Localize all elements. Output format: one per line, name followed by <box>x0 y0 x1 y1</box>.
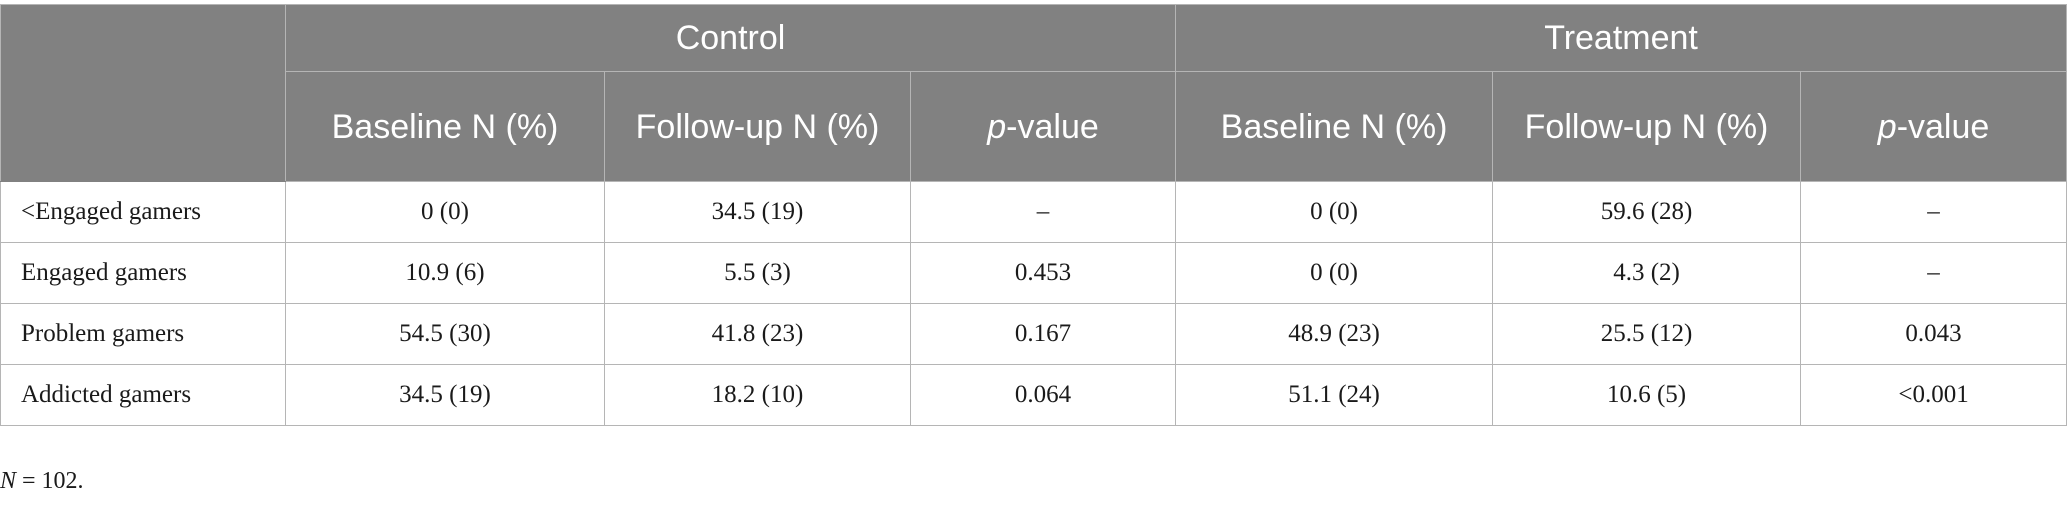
table-cell: 0.043 <box>1800 303 2068 365</box>
table-header: Control Treatment Baseline N (%) Follow-… <box>0 4 2068 182</box>
table-cell: 0 (0) <box>285 181 605 243</box>
table-row: <Engaged gamers 0 (0) 34.5 (19) – 0 (0) … <box>0 181 2068 243</box>
table-cell: 41.8 (23) <box>604 303 911 365</box>
row-label: Problem gamers <box>0 303 286 365</box>
header-corner-cell <box>0 4 286 182</box>
table-cell: 34.5 (19) <box>604 181 911 243</box>
table-cell: 0 (0) <box>1175 242 1494 304</box>
table-cell: 59.6 (28) <box>1492 181 1802 243</box>
table-row: Addicted gamers 34.5 (19) 18.2 (10) 0.06… <box>0 364 2068 426</box>
group-header-treatment: Treatment <box>1175 4 2068 72</box>
table-cell: 10.9 (6) <box>285 242 605 304</box>
row-label: Addicted gamers <box>0 364 286 426</box>
table-row: Problem gamers 54.5 (30) 41.8 (23) 0.167… <box>0 303 2068 365</box>
table-cell: 0.453 <box>909 242 1177 304</box>
table-cell: 0.064 <box>909 364 1177 426</box>
pvalue-suffix: -value <box>1896 107 1990 146</box>
table-cell: <0.001 <box>1800 364 2068 426</box>
control-pvalue-header: p-value <box>909 71 1177 182</box>
table-cell: 48.9 (23) <box>1175 303 1494 365</box>
p-symbol: p <box>987 107 1007 146</box>
table-cell: 18.2 (10) <box>604 364 911 426</box>
column-header-row: Baseline N (%) Follow-up N (%) p-value B… <box>1 71 2068 182</box>
table-footnote: N = 102. <box>0 468 84 495</box>
table-cell: 34.5 (19) <box>285 364 605 426</box>
table-cell: – <box>1800 242 2068 304</box>
table-cell: 0.167 <box>909 303 1177 365</box>
group-header-row: Control Treatment <box>0 4 2068 182</box>
pvalue-suffix: -value <box>1006 107 1099 146</box>
table-cell: 25.5 (12) <box>1492 303 1802 365</box>
table-cell: 4.3 (2) <box>1492 242 1802 304</box>
footnote-symbol: N <box>0 468 17 494</box>
table-cell: 10.6 (5) <box>1492 364 1802 426</box>
row-label: <Engaged gamers <box>0 181 286 243</box>
table-cell: 5.5 (3) <box>604 242 911 304</box>
treatment-pvalue-header: p-value <box>1800 71 2068 182</box>
table-cell: 54.5 (30) <box>285 303 605 365</box>
treatment-followup-header: Follow-up N (%) <box>1492 71 1802 182</box>
results-table: Control Treatment Baseline N (%) Follow-… <box>0 4 2068 426</box>
table-cell: – <box>909 181 1177 243</box>
treatment-baseline-header: Baseline N (%) <box>1175 71 1494 182</box>
control-followup-header: Follow-up N (%) <box>604 71 911 182</box>
table-body: <Engaged gamers 0 (0) 34.5 (19) – 0 (0) … <box>0 181 2068 426</box>
table-cell: 0 (0) <box>1175 181 1494 243</box>
table-row: Engaged gamers 10.9 (6) 5.5 (3) 0.453 0 … <box>0 242 2068 304</box>
group-header-control: Control <box>284 4 1177 72</box>
table-cell: – <box>1800 181 2068 243</box>
table-cell: 51.1 (24) <box>1175 364 1494 426</box>
control-baseline-header: Baseline N (%) <box>285 71 605 182</box>
row-label: Engaged gamers <box>0 242 286 304</box>
footnote-text: = 102. <box>16 468 84 494</box>
p-symbol: p <box>1877 107 1897 146</box>
